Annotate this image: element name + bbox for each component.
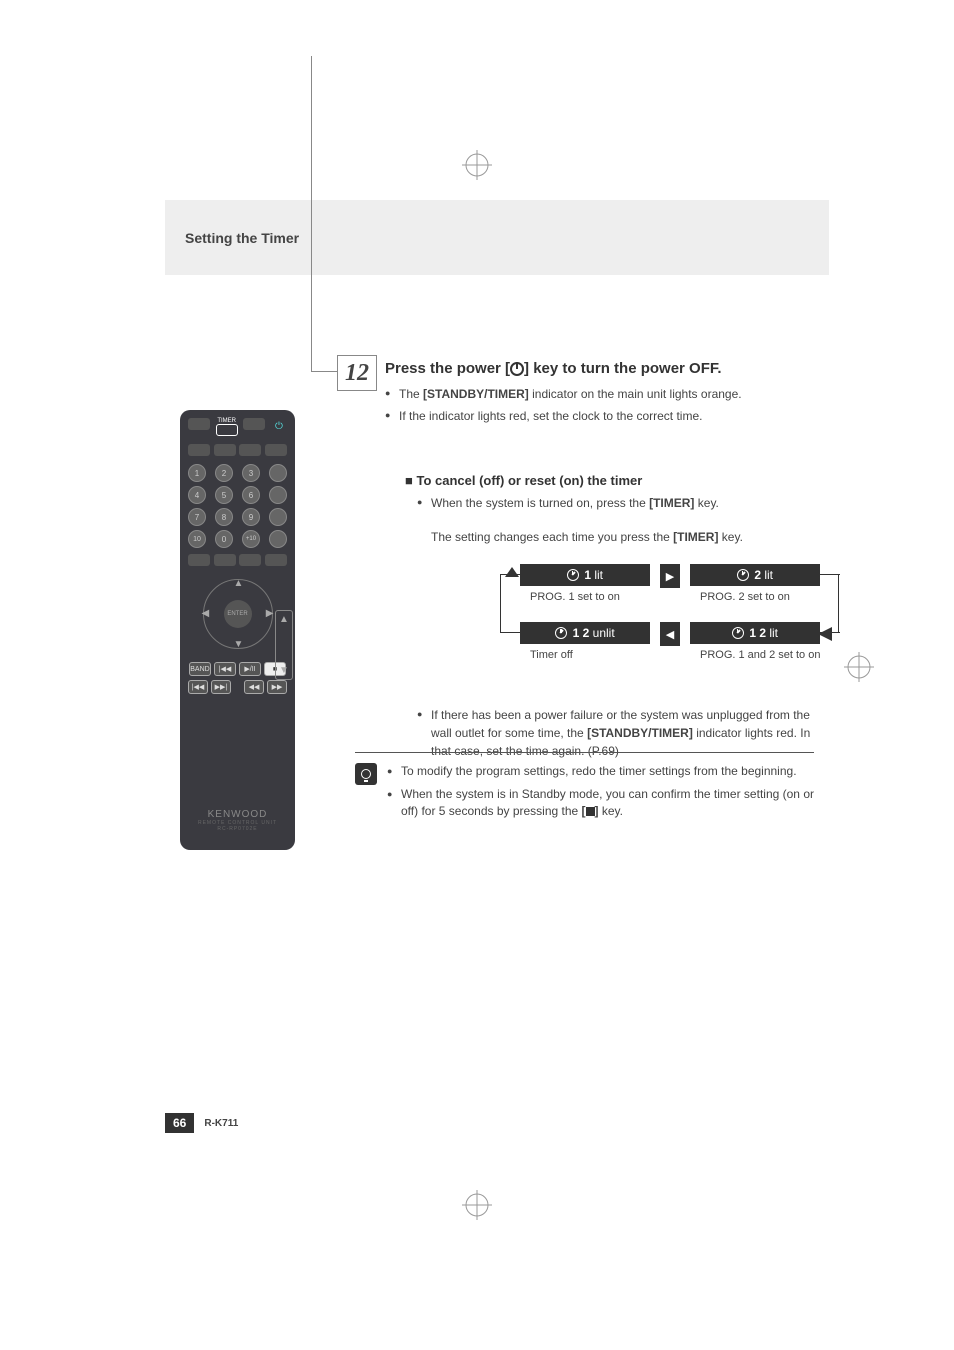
sub-text: The setting changes each time you press …	[431, 530, 814, 544]
remote-num-4: 4	[188, 486, 206, 504]
remote-btn	[269, 508, 287, 526]
flow-arrow-left: ◀	[660, 622, 680, 646]
step-bullet: If the indicator lights red, set the clo…	[385, 409, 814, 423]
remote-btn	[214, 554, 236, 566]
remote-btn	[269, 486, 287, 504]
tip-bullet: When the system is in Standby mode, you …	[387, 786, 814, 820]
right-arrow-icon: ▶	[266, 608, 274, 619]
remote-btn	[269, 464, 287, 482]
remote-num-1: 1	[188, 464, 206, 482]
remote-play-btn: ▶/II	[239, 662, 261, 676]
sub-section: To cancel (off) or reset (on) the timer …	[405, 473, 814, 760]
timer-icon	[732, 627, 744, 639]
flow-caption-4: PROG. 1 and 2 set to on	[700, 649, 850, 661]
remote-btn	[188, 418, 210, 430]
remote-btn	[239, 444, 261, 456]
timer-icon	[555, 627, 567, 639]
remote-band-btn: BAND	[189, 662, 211, 676]
flow-arrow-right: ▶	[660, 564, 680, 588]
crop-mark-top	[462, 150, 492, 180]
flow-arrowhead-icon	[818, 627, 832, 641]
remote-btn	[188, 554, 210, 566]
step-number-box: 12	[337, 355, 377, 391]
tip-bullet: To modify the program settings, redo the…	[387, 763, 814, 780]
flow-caption-2: PROG. 2 set to on	[700, 591, 830, 603]
page-number: 66	[165, 1113, 194, 1133]
remote-rew-btn: |◀◀	[188, 680, 208, 694]
remote-num-6: 6	[242, 486, 260, 504]
section-title: Setting the Timer	[185, 230, 299, 246]
remote-btn	[239, 554, 261, 566]
remote-btn	[269, 530, 287, 548]
bulb-icon	[361, 769, 371, 779]
remote-btn	[188, 444, 210, 456]
remote-num-10: 10	[188, 530, 206, 548]
step-content: 12 Press the power [] key to turn the po…	[325, 360, 814, 760]
timer-icon	[737, 569, 749, 581]
flow-arrowhead-icon	[505, 567, 519, 581]
remote-num-9: 9	[242, 508, 260, 526]
tip-section: To modify the program settings, redo the…	[355, 752, 814, 825]
left-arrow-icon: ◀	[202, 608, 210, 619]
flow-diagram: 1 lit PROG. 1 set to on ▶ 2 lit PROG. 2 …	[500, 564, 890, 684]
remote-ff-btn: ▶▶|	[211, 680, 231, 694]
remote-num-8: 8	[215, 508, 233, 526]
remote-num-3: 3	[242, 464, 260, 482]
crop-mark-bottom	[462, 1190, 492, 1220]
step-bullet: The [STANDBY/TIMER] indicator on the mai…	[385, 387, 814, 401]
remote-num-plus10: +10	[242, 530, 260, 548]
remote-enter: ENTER	[224, 600, 252, 628]
flow-caption-1: PROG. 1 set to on	[530, 591, 660, 603]
down-arrow-icon: ▼	[234, 639, 244, 650]
remote-num-0: 0	[215, 530, 233, 548]
step-number: 12	[345, 360, 369, 387]
stop-icon	[586, 807, 595, 816]
flow-box-3: 1 2 unlit	[520, 622, 650, 644]
flow-caption-3: Timer off	[530, 649, 660, 661]
remote-ptm-btn: |◀◀	[214, 662, 236, 676]
remote-brand: KENWOOD REMOTE CONTROL UNIT RC-RP0702E	[180, 809, 295, 832]
remote-volume: ▲▼	[275, 610, 293, 680]
flow-box-4: 1 2 lit	[690, 622, 820, 644]
remote-timer-btn	[216, 424, 238, 436]
step-title: Press the power [] key to turn the power…	[385, 360, 814, 377]
remote-fwd-btn: ▶▶	[267, 680, 287, 694]
remote-control-image: TIMER ⏻ 1 2 3 4 5 6	[180, 410, 295, 850]
remote-power-btn: ⏻	[271, 418, 287, 434]
remote-num-5: 5	[215, 486, 233, 504]
model-label: R-K711	[204, 1118, 238, 1129]
page-footer: 66 R-K711	[165, 1113, 238, 1133]
flow-box-2: 2 lit	[690, 564, 820, 586]
remote-btn	[265, 554, 287, 566]
tip-icon-box	[355, 763, 377, 785]
remote-btn	[243, 418, 265, 430]
up-arrow-icon: ▲	[234, 578, 244, 589]
power-icon	[510, 362, 524, 376]
remote-dpad: ENTER ▲ ▼ ◀ ▶	[198, 574, 278, 654]
section-header: Setting the Timer	[165, 200, 829, 275]
remote-num-7: 7	[188, 508, 206, 526]
remote-num-2: 2	[215, 464, 233, 482]
remote-btn	[265, 444, 287, 456]
sub-title: To cancel (off) or reset (on) the timer	[405, 473, 814, 488]
flow-box-1: 1 lit	[520, 564, 650, 586]
remote-back-btn: ◀◀	[244, 680, 264, 694]
timer-icon	[567, 569, 579, 581]
sub-bullet: When the system is turned on, press the …	[405, 496, 814, 510]
remote-btn	[214, 444, 236, 456]
remote-timer-label: TIMER	[216, 418, 238, 424]
